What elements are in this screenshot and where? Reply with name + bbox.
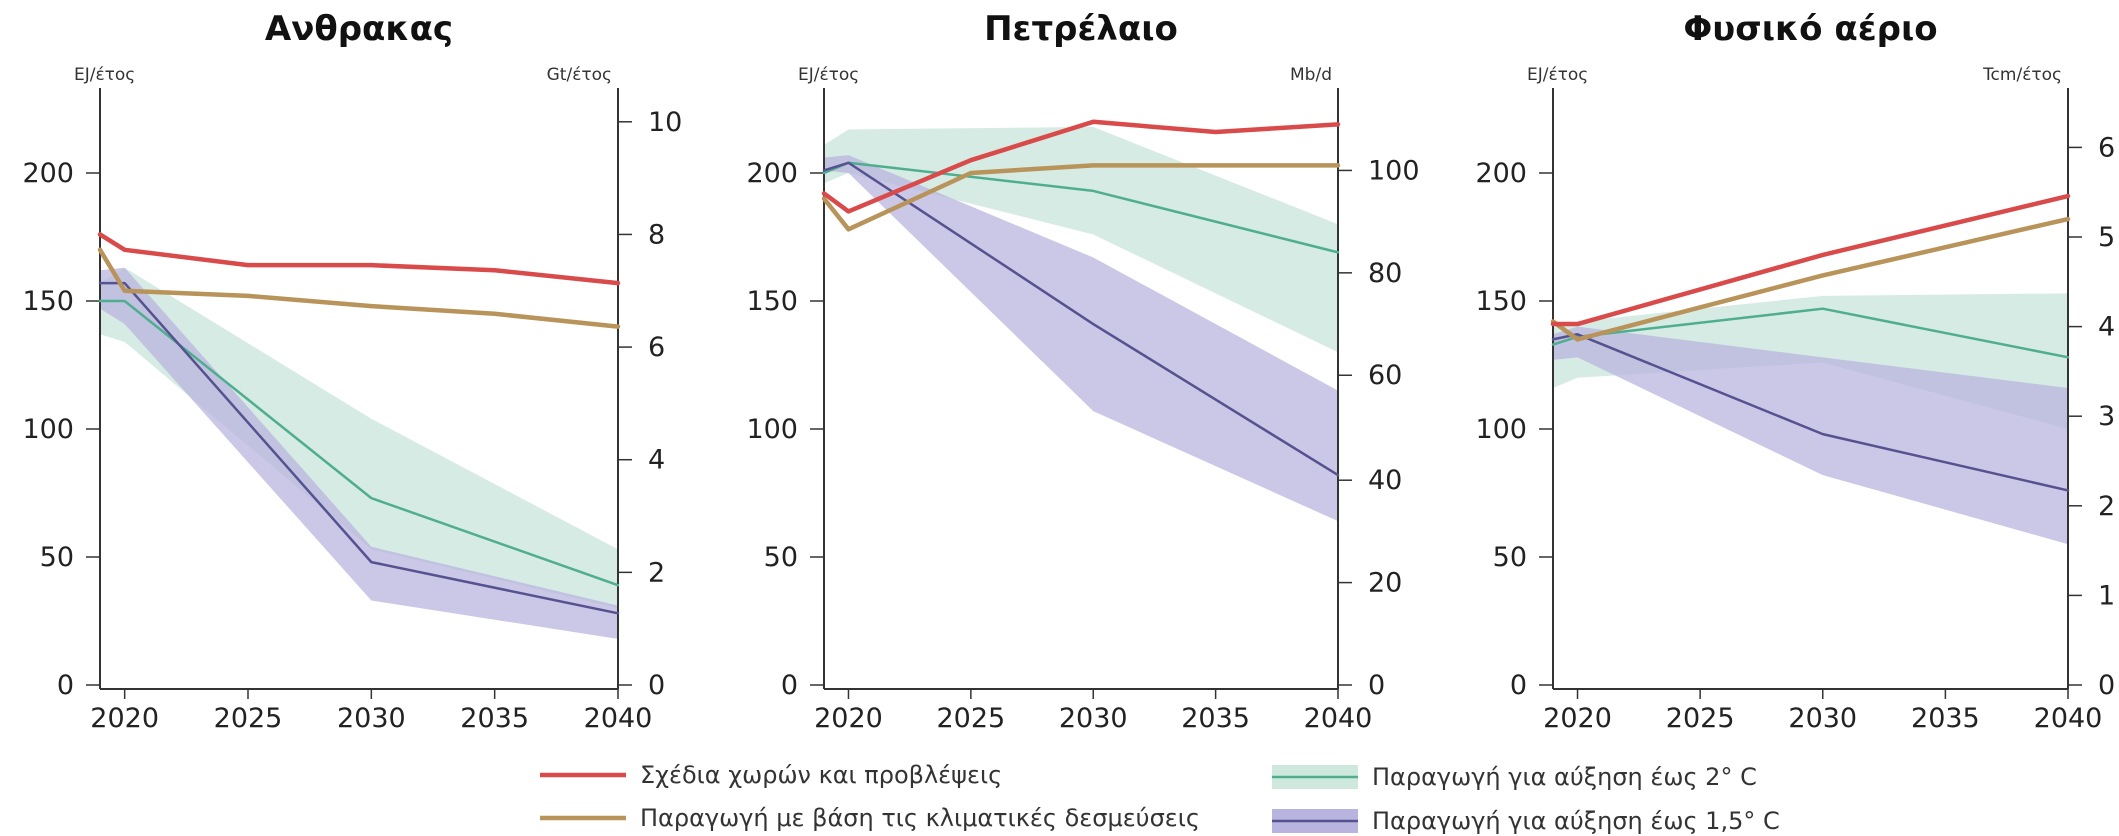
y-tick-label-right: 60: [1368, 360, 1402, 391]
legend-label: Παραγωγή για αύξηση έως 2° C: [1372, 763, 1757, 791]
y-tick-label-left: 200: [22, 158, 74, 189]
y-tick-label-right: 6: [648, 332, 665, 363]
legend-item-plans: Σχέδια χωρών και προβλέψεις: [540, 761, 1002, 789]
y-tick-label-left: 200: [746, 158, 798, 189]
legend-item-line2: Παραγωγή για αύξηση έως 2° C: [1272, 763, 1757, 791]
line-1-5c: [98, 281, 620, 615]
y-tick-label-left: 100: [746, 414, 798, 445]
y-tick-label-left: 50: [40, 542, 74, 573]
y-tick-label-right: 40: [1368, 465, 1402, 496]
y-tick-label-right: 20: [1368, 568, 1402, 599]
y-tick-label-left: 0: [57, 670, 74, 701]
y-tick-label-left: 200: [1475, 158, 1527, 189]
line-pledges: [821, 163, 1341, 232]
chart-title-gas: Φυσικό αέριο: [1683, 9, 1937, 49]
y-axis-unit-right: Mb/d: [1290, 65, 1332, 85]
y-tick-label-right: 8: [648, 219, 665, 250]
y-tick-label-right: 80: [1368, 258, 1402, 289]
y-tick-label-right: 0: [1368, 670, 1385, 701]
line-2c: [1551, 307, 2070, 359]
x-tick-label: 2040: [1304, 703, 1373, 734]
x-tick-label: 2030: [1788, 703, 1857, 734]
x-tick-label: 2035: [1181, 703, 1250, 734]
y-tick-label-left: 50: [764, 542, 798, 573]
panel-gas: Φυσικό αέριο EJ/έτος Tcm/έτος 0 50 100 150 200 0…: [1475, 9, 2115, 734]
line-1-5c: [822, 161, 1340, 477]
line-pledges: [1550, 216, 2071, 342]
y-tick-label-left: 0: [781, 670, 798, 701]
y-tick-label-left: 100: [1475, 414, 1527, 445]
y-axis-unit-right: Gt/έτος: [547, 65, 612, 85]
y-axis-unit-left: EJ/έτος: [1527, 65, 1588, 85]
line-plans: [1550, 193, 2071, 327]
line-1-5c: [1551, 333, 2070, 492]
panel-coal: Ανθρακας EJ/έτος Gt/έτος 0 50 100 150 200 0 2 4 6 8 1…: [22, 9, 682, 734]
x-tick-label: 2040: [2034, 703, 2103, 734]
y-tick-label-right: 6: [2098, 132, 2115, 163]
y-tick-label-right: 4: [648, 445, 665, 476]
legend: Σχέδια χωρών και προβλέψεις Παραγωγή με β…: [540, 761, 1780, 835]
chart-title-coal: Ανθρακας: [265, 9, 453, 49]
line-plans: [97, 232, 621, 286]
x-tick-label: 2035: [1911, 703, 1980, 734]
y-tick-label-right: 3: [2098, 401, 2115, 432]
legend-label: Παραγωγή για αύξηση έως 1,5° C: [1372, 807, 1780, 835]
x-tick-label: 2035: [460, 703, 529, 734]
y-tick-label-right: 2: [648, 557, 665, 588]
y-tick-label-right: 10: [648, 107, 682, 138]
y-tick-label-left: 150: [1475, 286, 1527, 317]
y-tick-label-left: 150: [746, 286, 798, 317]
band-2c: [100, 267, 618, 609]
x-tick-label: 2025: [936, 703, 1005, 734]
y-tick-label-right: 100: [1368, 155, 1420, 186]
band-1-5c: [1553, 326, 2068, 545]
band-1-5c: [824, 155, 1338, 522]
line-2c: [98, 299, 620, 587]
legend-label: Παραγωγή με βάση τις κλιματικές δεσμεύσε…: [640, 804, 1200, 832]
y-tick-label-right: 1: [2098, 580, 2115, 611]
legend-item-pledges: Παραγωγή με βάση τις κλιματικές δεσμεύσε…: [540, 804, 1200, 832]
legend-label: Σχέδια χωρών και προβλέψεις: [640, 761, 1002, 789]
y-axis-unit-left: EJ/έτος: [74, 65, 135, 85]
legend-item-line15: Παραγωγή για αύξηση έως 1,5° C: [1272, 807, 1780, 835]
x-tick-label: 2030: [337, 703, 406, 734]
y-tick-label-left: 50: [1493, 542, 1527, 573]
y-tick-label-left: 0: [1510, 670, 1527, 701]
line-plans: [821, 119, 1341, 214]
y-tick-label-left: 150: [22, 286, 74, 317]
x-tick-label: 2030: [1059, 703, 1128, 734]
y-tick-label-right: 4: [2098, 312, 2115, 343]
y-axis-unit-left: EJ/έτος: [798, 65, 859, 85]
x-tick-label: 2040: [584, 703, 653, 734]
x-tick-label: 2025: [214, 703, 283, 734]
x-tick-label: 2020: [90, 703, 159, 734]
x-tick-label: 2020: [1543, 703, 1612, 734]
y-tick-label-left: 100: [22, 414, 74, 445]
chart-title-oil: Πετρέλαιο: [984, 9, 1178, 49]
x-tick-label: 2025: [1666, 703, 1735, 734]
y-axis-unit-right: Tcm/έτος: [1982, 65, 2062, 85]
x-tick-label: 2020: [814, 703, 883, 734]
y-tick-label-right: 0: [648, 670, 665, 701]
y-tick-label-right: 5: [2098, 222, 2115, 253]
y-tick-label-right: 0: [2098, 670, 2115, 701]
y-tick-label-right: 2: [2098, 491, 2115, 522]
line-pledges: [97, 247, 621, 329]
